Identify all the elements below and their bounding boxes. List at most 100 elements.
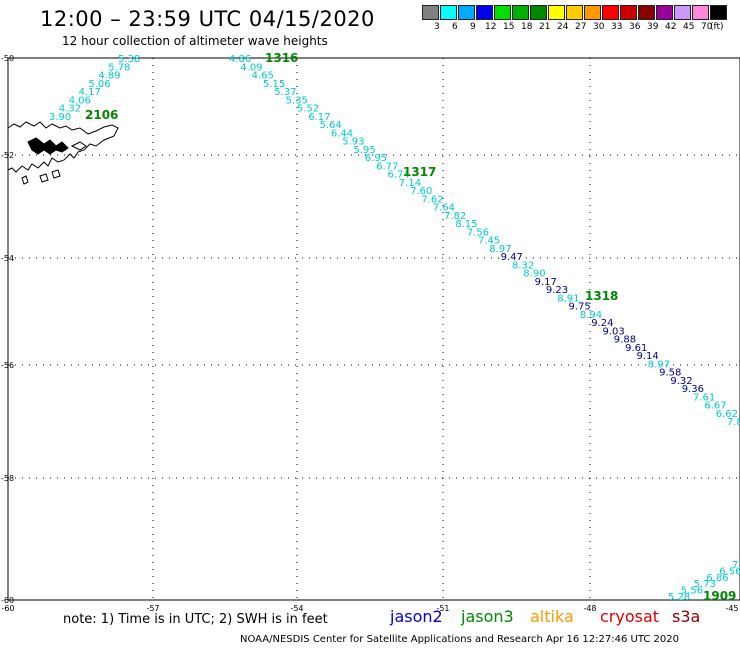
wave-height-value: 9.32 [670,376,692,387]
wave-height-value: 7.8 [727,417,740,428]
graticule [8,58,740,600]
legend-swatch [440,5,457,20]
legend-swatch [530,5,547,20]
map-frame [7,57,740,601]
wave-height-value: 5.35 [286,95,308,106]
wave-height-value: 4.89 [98,71,120,82]
wave-height-value: 6.74 [388,170,410,181]
wave-height-value: 6.86 [706,573,728,584]
altimeter-tracks: 3.904.324.064.175.064.895.785.38 4.864.09… [49,51,740,603]
wave-height-value: 5.06 [88,79,110,90]
wave-height-value: 5.95 [354,145,376,156]
x-axis-label: -48 [583,604,596,613]
legend-labels: 70 45 42 39 36 33 30 27 24 21 18 15 12 9 6 3 (ft) [422,20,728,32]
footer-note: note: 1) Time is in UTC; 2) SWH is in fe… [63,612,328,627]
wave-height-value: 8.91 [557,293,579,304]
wave-height-value: 7.62 [421,194,443,205]
x-axis-label: -51 [436,604,449,613]
y-axis-label: -54 [1,254,14,263]
legend-label: 9 [470,22,476,32]
page-subtitle: 12 hour collection of altimeter wave hei… [62,34,328,48]
legend-swatch [458,5,475,20]
legend-swatch [656,5,673,20]
track-id-label: 2106 [85,108,118,122]
wave-height-value: 5.37 [274,87,296,98]
legend-label: 12 [485,22,497,32]
track-id-label: 1317 [403,165,436,179]
legend-swatch [494,5,511,20]
x-axis-label: -60 [1,604,14,613]
wave-height-value: 7.61 [693,392,715,403]
legend-swatch [512,5,529,20]
wave-height-value: 9.36 [682,384,704,395]
wave-height-value: 3.90 [49,112,71,123]
wave-height-value: 7.64 [433,203,455,214]
track-id-label: 1909 [703,589,736,603]
wave-height-value: 4.06 [69,95,91,106]
satellite-name: cryosat [600,607,660,626]
y-axis-label: -56 [1,361,14,370]
legend-swatch [692,5,709,20]
legend-label: 33 [611,22,623,32]
track-id-label: 1318 [585,289,618,303]
wave-height-value: 7. [732,560,740,571]
legend-label: 15 [503,22,515,32]
legend-swatch [566,5,583,20]
legend-swatch [710,5,727,20]
wave-height-value: 6.56 [719,566,740,577]
legend-label: 3 [434,22,440,32]
wave-height-value: 8.97 [489,244,511,255]
wave-height-value: 5.64 [320,120,342,131]
legend-label: 30 [593,22,605,32]
wave-height-value: 4.86 [229,54,251,65]
legend-swatch [548,5,565,20]
x-axis-label: -54 [290,604,303,613]
wave-height-value: 7.56 [467,227,489,238]
y-axis-label: -50 [1,54,14,63]
wave-height-value: 6.95 [365,153,387,164]
legend-swatch [620,5,637,20]
wave-height-value: 6.17 [308,112,330,123]
axis-labels: -60 -57 -54 -51 -48 -45 -50 -52 -54 -56 -58 -60 [1,54,739,613]
wave-height-value: 5.15 [263,79,285,90]
legend-swatch [602,5,619,20]
legend-label: 70 [701,22,713,32]
legend-swatches [422,5,728,20]
x-axis-label: -45 [725,604,738,613]
satellite-name: jason2 [390,607,443,626]
wave-height-value: 4.32 [59,104,81,115]
wave-height-value: 9.14 [637,351,659,362]
wave-height-value: 9.75 [569,302,591,313]
wave-height-value: 8.97 [648,359,670,370]
wave-height-value: 9.47 [501,252,523,263]
wave-height-value: 7.60 [410,186,432,197]
wave-height-value: 8.32 [512,260,534,271]
wave-height-value: 9.23 [546,285,568,296]
wave-height-value: 5.93 [342,137,364,148]
wave-height-value: 9.58 [659,368,681,379]
wave-height-value: 6.77 [376,161,398,172]
satellite-name: s3a [672,607,701,626]
wave-height-value: 5.28 [668,592,690,603]
wave-height-value: 5.73 [694,579,716,590]
wave-height-value: 5.38 [118,54,140,65]
legend-label: 45 [683,22,695,32]
legend-swatch [584,5,601,20]
legend-swatch [476,5,493,20]
wave-height-value: 6.67 [704,401,726,412]
wave-height-value: 7.82 [444,211,466,222]
wave-height-value: 5.56 [681,586,703,597]
wave-height-value: 9.03 [603,326,625,337]
wave-height-value: 9.88 [614,335,636,346]
land-outline [7,121,119,185]
y-axis-label: -60 [1,596,14,605]
legend-swatch [422,5,439,20]
page-title: 12:00 – 23:59 UTC 04/15/2020 [40,7,375,31]
wave-height-value: 8.90 [523,269,545,280]
wave-height-value: 6.62 [716,409,738,420]
wave-height-value: 7.45 [478,236,500,247]
color-legend: 70 45 42 39 36 33 30 27 24 21 18 15 12 9 6 3 (ft) [422,5,728,32]
legend-swatch [674,5,691,20]
wave-height-value: 8.94 [580,310,602,321]
